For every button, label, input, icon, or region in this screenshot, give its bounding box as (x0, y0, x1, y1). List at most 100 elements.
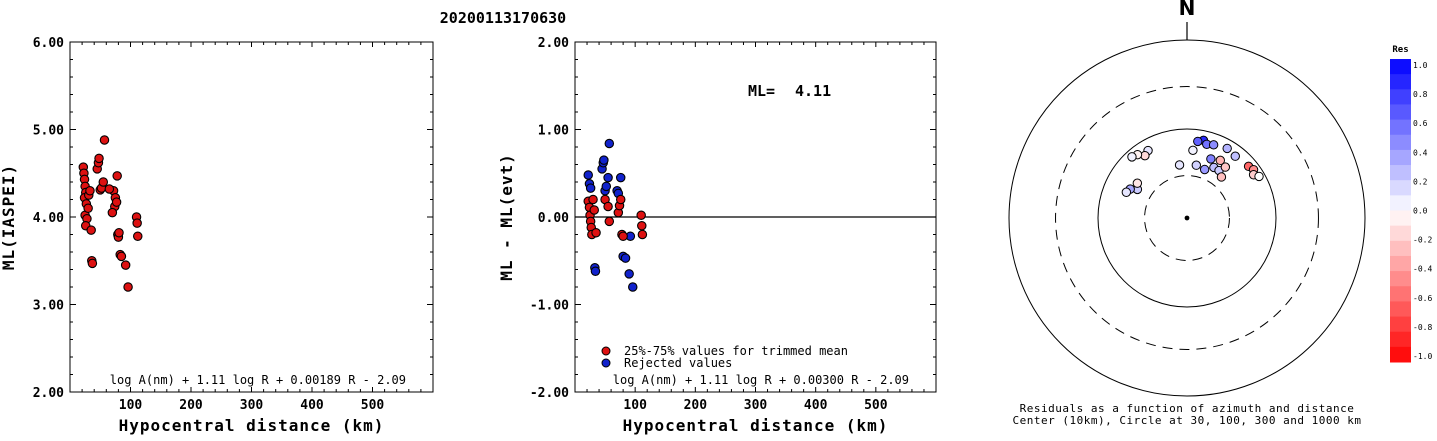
rejected-point (604, 138, 615, 149)
legend-marker (601, 346, 611, 356)
ml-value: 4.11 (795, 82, 831, 100)
data-point (98, 177, 109, 187)
colorbar-tick-label: -0.4 (1413, 265, 1432, 274)
trimmed-point (618, 231, 628, 242)
station-marker (1206, 154, 1216, 164)
colorbar-swatch (1390, 119, 1411, 136)
station-marker (1199, 164, 1210, 175)
rejected-point (601, 181, 612, 192)
colorbar-title: Res (1392, 45, 1408, 55)
colorbar-swatch (1390, 210, 1411, 227)
y-tick-label: 0.00 (538, 211, 569, 226)
colorbar-tick-label: -0.2 (1413, 236, 1432, 245)
north-label: N (1179, 0, 1196, 20)
colorbar-swatch (1390, 165, 1411, 181)
formula-label: log A(nm) + 1.11 log R + 0.00300 R - 2.0… (613, 373, 909, 387)
x-axis-label: Hypocentral distance (km) (623, 416, 889, 435)
colorbar-swatch (1390, 104, 1411, 121)
station-marker (1188, 145, 1198, 156)
x-tick-label: 200 (179, 398, 203, 413)
data-point (99, 135, 110, 145)
data-point (123, 282, 133, 292)
x-axis-label: Hypocentral distance (km) (119, 416, 385, 435)
azimuth-residual-map: N Residuals as a function of azimuth and … (1008, 0, 1432, 427)
data-point (87, 258, 98, 269)
trimmed-point (604, 216, 615, 227)
rejected-point (624, 269, 634, 279)
x-tick-label: 100 (623, 398, 647, 413)
station-marker (1215, 155, 1225, 166)
rejected-point (620, 253, 631, 263)
y-tick-label: -2.00 (530, 386, 569, 401)
data-point (120, 260, 131, 270)
legend-label: Rejected values (624, 356, 732, 370)
rejected-point (590, 266, 601, 276)
station-marker (1132, 178, 1143, 188)
rejected-point (628, 282, 638, 292)
station-marker (1220, 162, 1231, 172)
y-tick-label: 6.00 (33, 36, 64, 51)
distance-ring (1097, 128, 1277, 308)
colorbar-swatch (1390, 149, 1411, 166)
data-point (133, 231, 143, 242)
trimmed-point (588, 194, 598, 205)
data-point (116, 251, 127, 262)
colorbar-swatch (1390, 74, 1411, 90)
data-point (111, 197, 122, 207)
y-axis-label: ML(IASPEI) (0, 164, 18, 270)
page-title: 20200113170630 (440, 9, 566, 27)
colorbar-swatch (1390, 331, 1411, 348)
ml-distance-plot: 100 200 300 400 500 2.00 3.00 4.00 5.00 6.00 Hypoc… (0, 36, 434, 435)
colorbar-tick-label: 0.0 (1413, 207, 1428, 216)
station-marker (1193, 136, 1203, 147)
rejected-point (585, 183, 596, 193)
data-point (112, 171, 122, 181)
station-marker (1254, 171, 1264, 182)
x-tick-label: 300 (240, 398, 264, 413)
station-marker (1174, 160, 1185, 170)
x-tick-label: 300 (744, 398, 768, 413)
ml-label: ML= (748, 82, 775, 100)
map-caption-line2: Center (10km), Circle at 30, 100, 300 an… (1012, 414, 1361, 427)
y-tick-label: -1.00 (530, 299, 569, 314)
colorbar-swatch (1390, 59, 1411, 75)
legend-marker (601, 358, 611, 368)
station-marker (1216, 172, 1227, 182)
x-tick-label: 500 (864, 398, 888, 413)
rejected-point (603, 172, 613, 183)
colorbar-swatch (1390, 225, 1411, 242)
rejected-point (615, 172, 626, 183)
y-tick-label: 3.00 (33, 299, 64, 314)
data-point (132, 218, 142, 228)
colorbar-tick-label: 0.4 (1413, 148, 1428, 157)
station-marker (1208, 140, 1219, 150)
data-point (94, 153, 104, 164)
colorbar-tick-label: -1.0 (1413, 352, 1432, 361)
colorbar-tick-label: 0.8 (1413, 90, 1428, 99)
rejected-point (583, 170, 593, 180)
colorbar-swatch (1390, 180, 1411, 196)
colorbar-swatch (1390, 255, 1411, 272)
colorbar-tick-label: -0.6 (1413, 294, 1432, 303)
trimmed-point (615, 194, 626, 205)
data-point (104, 184, 115, 194)
data-point (83, 203, 93, 214)
colorbar-swatch (1390, 195, 1411, 211)
colorbar-tick-label: -0.8 (1413, 323, 1432, 332)
station-marker (1127, 152, 1137, 162)
x-tick-label: 500 (361, 398, 385, 413)
data-point (86, 225, 96, 235)
station-marker (1230, 151, 1240, 161)
trimmed-point (637, 221, 647, 231)
x-tick-label: 100 (119, 398, 143, 413)
y-tick-label: 5.00 (33, 124, 64, 139)
colorbar-tick-label: 0.2 (1413, 177, 1428, 186)
station-marker (1191, 160, 1202, 170)
rejected-point (599, 155, 609, 165)
station-marker (1121, 187, 1132, 197)
station-marker (1222, 143, 1232, 154)
y-tick-label: 2.00 (538, 36, 569, 51)
x-tick-label: 400 (300, 398, 324, 413)
data-point (85, 186, 95, 196)
